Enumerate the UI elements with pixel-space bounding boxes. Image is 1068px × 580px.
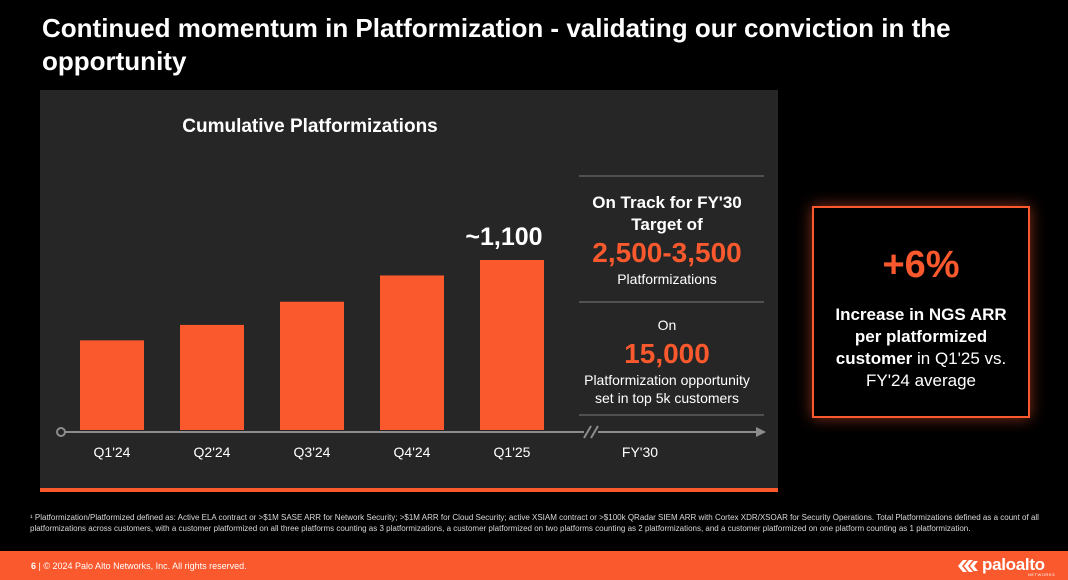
chart-title: Cumulative Platformizations <box>182 116 438 137</box>
axis-break-slash-1 <box>583 425 592 439</box>
opportunity-value: 15,000 <box>624 338 710 369</box>
panel-accent-underline <box>40 488 778 492</box>
logo-subtext: NETWORKS <box>1028 572 1056 577</box>
bar-Q4'24 <box>380 275 444 430</box>
fy30-target-value: 2,500-3,500 <box>592 237 741 268</box>
projection-tick-label: FY'30 <box>622 444 658 460</box>
logo-mark-icon <box>958 560 978 572</box>
bar-Q3'24 <box>280 301 344 430</box>
bar-Q2'24 <box>180 324 244 430</box>
highlight-bold-text: Increase in NGS ARR per platformized cus… <box>835 305 1007 368</box>
highlight-box: +6% Increase in NGS ARR per platformized… <box>812 206 1030 418</box>
chart-panel: Cumulative Platformizations Q1'24 Q2'24 Q3… <box>40 90 778 488</box>
axis-break-slash-2 <box>590 425 599 439</box>
category-label: Q3'24 <box>294 444 331 460</box>
opportunity-line2: set in top 5k customers <box>595 390 739 406</box>
axis-origin-marker <box>56 427 66 437</box>
category-labels: Q1'24 Q2'24 Q3'24 Q4'24 Q1'25 ~1,100 <box>94 223 543 460</box>
category-label: Q1'24 <box>94 444 131 460</box>
logo-wordmark: paloalto <box>982 555 1045 574</box>
footer-separator: | <box>38 561 41 571</box>
opportunity-prefix: On <box>658 317 677 333</box>
data-label-latest: ~1,100 <box>465 223 542 251</box>
category-label: Q2'24 <box>194 444 231 460</box>
highlight-description: Increase in NGS ARR per platformized cus… <box>824 304 1018 392</box>
highlight-value: +6% <box>882 244 960 286</box>
opportunity-line1: Platformization opportunity <box>584 372 750 388</box>
bars-group <box>80 260 544 430</box>
footer-text: 6 | © 2024 Palo Alto Networks, Inc. All … <box>31 561 247 571</box>
fy30-target-line1: On Track for FY'30 <box>592 193 742 212</box>
footer-bar: 6 | © 2024 Palo Alto Networks, Inc. All … <box>0 551 1068 580</box>
bar-chart: Cumulative Platformizations Q1'24 Q2'24 Q3… <box>56 116 766 460</box>
copyright: © 2024 Palo Alto Networks, Inc. All righ… <box>43 561 247 571</box>
highlight-text: in Q1'25 vs. FY'24 average <box>865 349 1007 390</box>
slide-title: Continued momentum in Platformization - … <box>42 13 951 76</box>
company-logo: paloalto NETWORKS <box>958 555 1058 577</box>
x-axis-arrowhead <box>756 427 766 437</box>
category-label: Q4'24 <box>394 444 431 460</box>
category-label: Q1'25 <box>494 444 531 460</box>
fy30-target-unit: Platformizations <box>617 271 717 287</box>
bar-Q1'25 <box>480 260 544 430</box>
fy30-target-line2: Target of <box>631 215 703 234</box>
footnote: ¹ Platformization/Platformized defined a… <box>30 513 1039 533</box>
page-number: 6 <box>31 561 37 571</box>
bar-Q1'24 <box>80 340 144 430</box>
